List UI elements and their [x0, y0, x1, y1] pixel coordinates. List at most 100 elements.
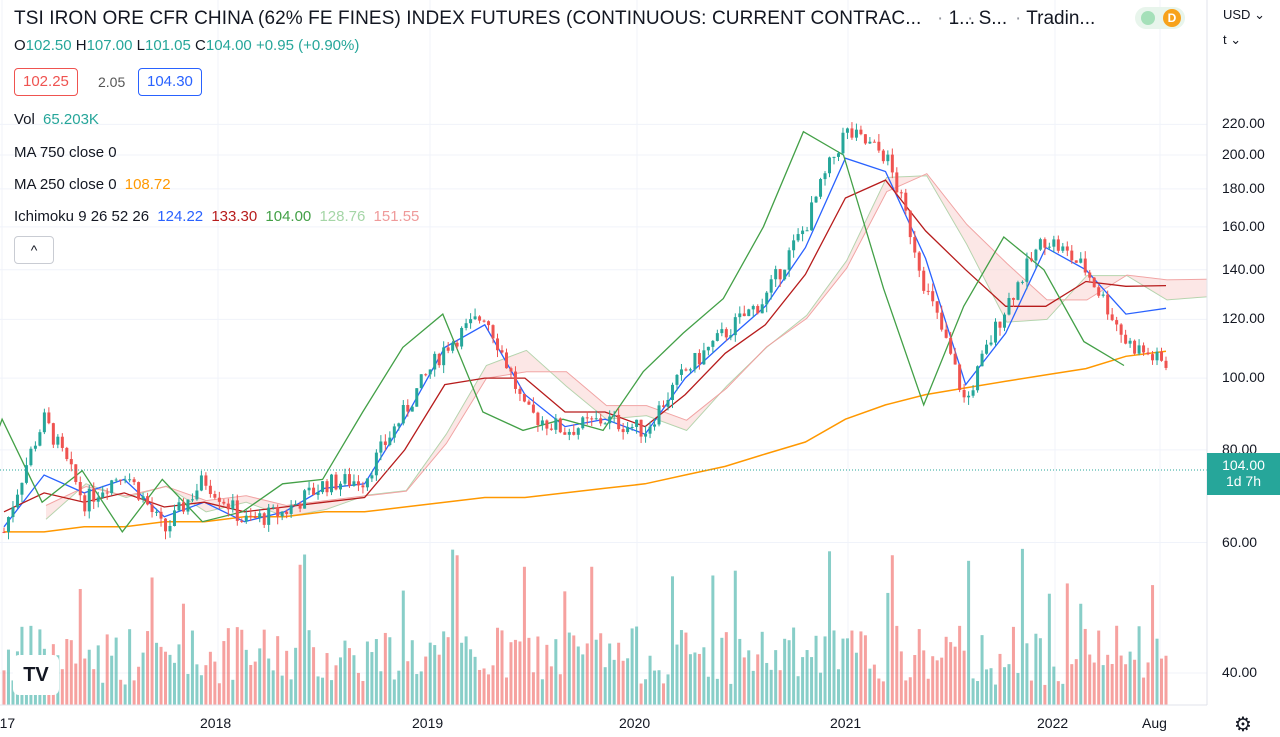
candle-body	[119, 479, 123, 481]
candle-body	[356, 481, 360, 486]
candle-body	[213, 494, 217, 498]
candle-body	[1056, 239, 1060, 251]
candle-body	[509, 368, 513, 372]
buy-price-button[interactable]: 104.30	[138, 68, 202, 96]
candle-body	[56, 436, 60, 445]
candle-body	[1088, 272, 1092, 278]
candle-body	[496, 338, 500, 351]
volume-bar	[235, 627, 239, 705]
candle-body	[644, 433, 648, 437]
candle-body	[240, 520, 244, 522]
candle-body	[347, 474, 351, 486]
candle-body	[976, 366, 980, 391]
market-status-badge[interactable]: D	[1135, 7, 1185, 29]
volume-bar	[1151, 585, 1155, 705]
candle-body	[1016, 282, 1020, 300]
volume-bar	[1079, 603, 1083, 705]
candle-body	[392, 426, 396, 438]
volume-legend[interactable]: Vol 65.203K	[14, 111, 99, 128]
candle-body	[267, 507, 271, 525]
volume-bar	[159, 646, 163, 705]
volume-bar	[419, 671, 423, 705]
volume-bar	[114, 637, 118, 705]
candle-body	[294, 504, 298, 506]
candle-body	[756, 306, 760, 314]
volume-bar	[971, 678, 975, 705]
volume-bar	[222, 641, 226, 705]
candle-body	[985, 344, 989, 354]
collapse-legend-button[interactable]: ^	[14, 236, 54, 264]
ma750-legend[interactable]: MA 750 close 0	[14, 144, 117, 161]
volume-bar	[742, 657, 746, 705]
volume-bar	[1016, 672, 1020, 705]
ichimoku-lead2-line	[45, 173, 1208, 507]
candle-body	[836, 153, 840, 157]
volume-bar	[262, 629, 266, 705]
time-tick-label: 2018	[200, 715, 232, 731]
volume-bar	[141, 652, 145, 705]
volume-bar	[662, 683, 666, 705]
candle-body	[513, 371, 517, 389]
volume-bar	[195, 664, 199, 705]
candle-body	[379, 441, 383, 453]
tradingview-logo[interactable]: TV	[13, 655, 59, 695]
candle-body	[298, 504, 302, 509]
volume-bar	[307, 630, 311, 705]
candle-body	[33, 445, 37, 449]
candle-body	[908, 210, 912, 238]
ichimoku-cloud	[45, 173, 1208, 520]
volume-bar	[1164, 655, 1168, 705]
volume-bar	[96, 645, 100, 705]
volume-bar	[931, 656, 935, 705]
interval-value: 1...	[948, 8, 976, 29]
candle-body	[47, 412, 51, 424]
ichimoku-legend[interactable]: Ichimoku 9 26 52 26 124.22 133.30 104.00…	[14, 208, 419, 225]
volume-bar	[1011, 626, 1015, 705]
candle-body	[1155, 351, 1159, 361]
ichimoku-conversion-value: 124.22	[157, 208, 204, 225]
candle-body	[303, 490, 307, 509]
volume-bar	[581, 654, 585, 705]
volume-bar	[953, 646, 957, 705]
gear-icon[interactable]: ⚙	[1234, 714, 1252, 736]
volume-bar	[1070, 664, 1074, 705]
candle-body	[859, 129, 863, 135]
volume-bar	[446, 637, 450, 705]
candle-body	[971, 390, 975, 396]
candle-body	[1101, 294, 1105, 296]
sell-price-button[interactable]: 102.25	[14, 68, 78, 96]
candle-body	[886, 154, 890, 162]
exchange-label[interactable]: · S...	[967, 8, 1008, 29]
volume-bar	[1065, 583, 1069, 705]
candle-body	[204, 475, 208, 486]
volume-bar	[836, 669, 840, 705]
candle-body	[904, 192, 908, 211]
provider-label[interactable]: · Tradin...	[1015, 8, 1096, 29]
ma250-legend[interactable]: MA 250 close 0 108.72	[14, 176, 171, 193]
currency-menu[interactable]: USD ⌄	[1223, 7, 1265, 23]
candle-body	[949, 337, 953, 354]
volume-bar	[338, 657, 342, 705]
symbol-title[interactable]: TSI IRON ORE CFR CHINA (62% FE FINES) IN…	[14, 8, 922, 29]
volume-bar	[572, 635, 576, 705]
ichimoku-lagging-value: 104.00	[265, 208, 312, 225]
volume-bar	[1002, 667, 1006, 705]
interval-label[interactable]: · 1...	[937, 8, 976, 29]
candle-body	[460, 327, 464, 347]
candle-body	[967, 395, 971, 398]
volume-bar	[487, 674, 491, 705]
candle-body	[401, 405, 405, 424]
volume-bar	[365, 641, 369, 705]
volume-bar	[599, 633, 603, 705]
volume-bar	[989, 668, 993, 705]
volume-bar	[401, 590, 405, 705]
volume-bar	[181, 603, 185, 705]
volume-bar	[644, 679, 648, 705]
volume-bar	[729, 683, 733, 705]
volume-bar	[392, 679, 396, 705]
open-label: O	[14, 37, 26, 54]
ichimoku-lead1-line	[45, 175, 1208, 520]
unit-menu[interactable]: t ⌄	[1223, 32, 1241, 48]
candle-body	[657, 405, 661, 425]
